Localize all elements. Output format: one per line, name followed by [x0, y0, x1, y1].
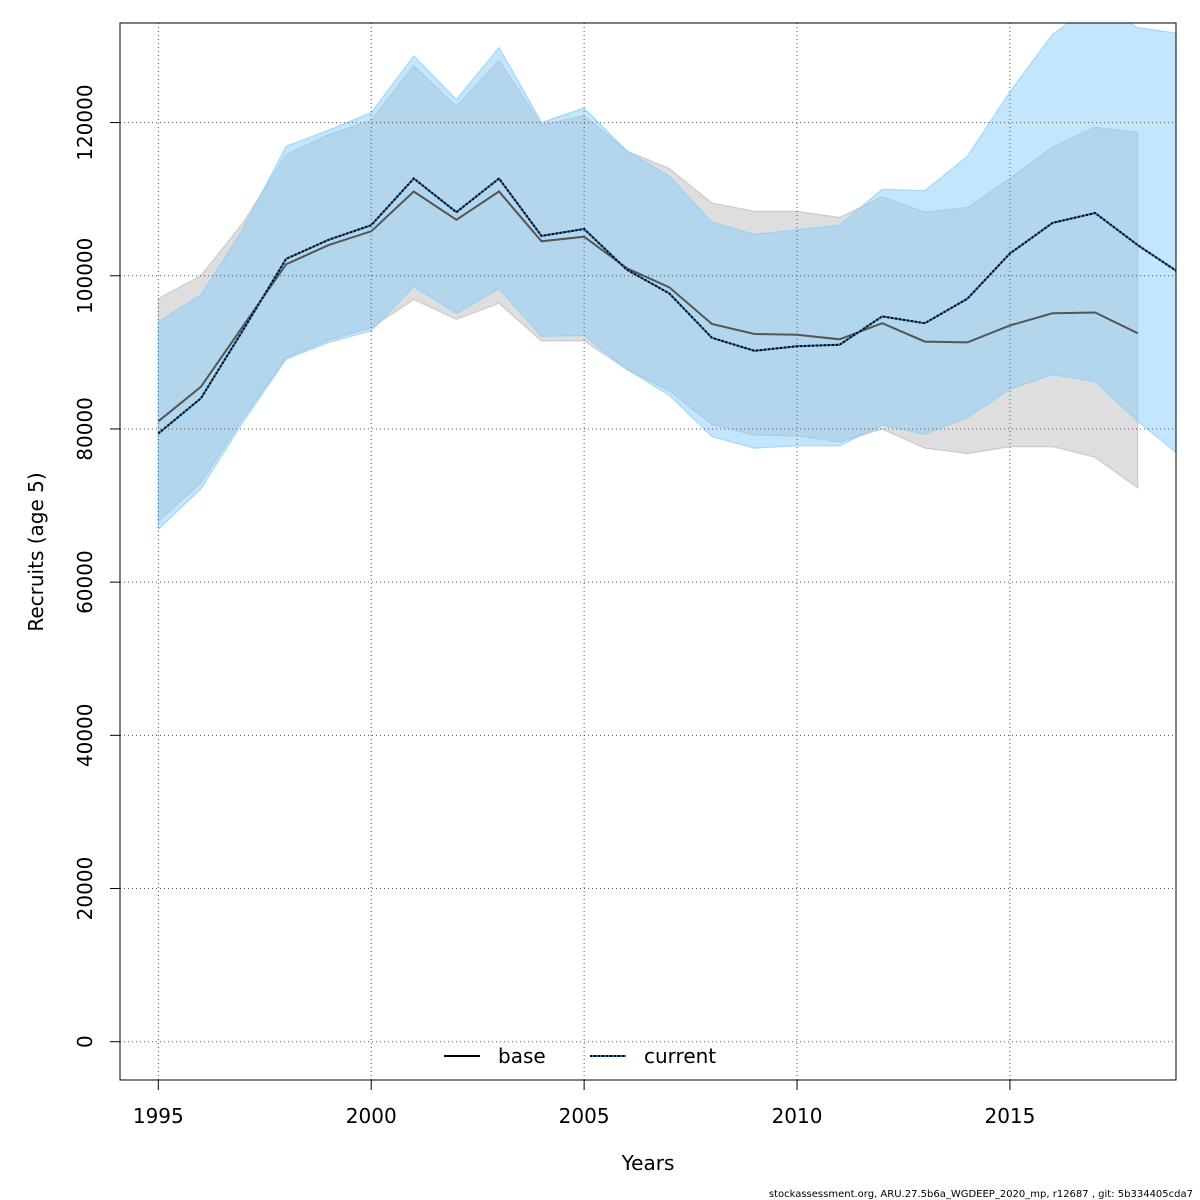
axes: 1995 2000 2005 2010 2015 0 20000 40000 60000 8000… — [73, 22, 1177, 1128]
y-tick-label-0: 0 — [73, 1035, 97, 1048]
y-tick-label-100000: 100000 — [73, 238, 97, 314]
y-tick-label-20000: 20000 — [73, 857, 97, 921]
footer-caption: stockassessment.org, ARU.27.5b6a_WGDEEP_… — [769, 1189, 1193, 1200]
y-tick-label-120000: 120000 — [73, 84, 97, 160]
band-current — [157, 23, 1176, 531]
x-tick-label-1995: 1995 — [133, 1104, 184, 1128]
x-tick-label-2015: 2015 — [984, 1104, 1035, 1128]
x-tick-label-2000: 2000 — [346, 1104, 397, 1128]
y-tick-label-60000: 60000 — [73, 550, 97, 614]
grid-lines — [120, 23, 1176, 1080]
line-base — [157, 190, 1139, 423]
plot-frame — [119, 22, 1177, 1081]
legend: base current — [444, 1044, 716, 1068]
y-tick-label-80000: 80000 — [73, 397, 97, 461]
y-tick-label-40000: 40000 — [73, 703, 97, 767]
confidence-bands — [157, 23, 1176, 531]
line-current — [157, 177, 1176, 435]
series-lines — [157, 177, 1176, 435]
y-axis-title: Recruits (age 5) — [24, 472, 48, 631]
legend-label-base: base — [498, 1044, 546, 1068]
legend-label-current: current — [644, 1044, 716, 1068]
x-axis-title: Years — [621, 1151, 675, 1175]
x-tick-label-2010: 2010 — [772, 1104, 823, 1128]
x-tick-label-2005: 2005 — [559, 1104, 610, 1128]
